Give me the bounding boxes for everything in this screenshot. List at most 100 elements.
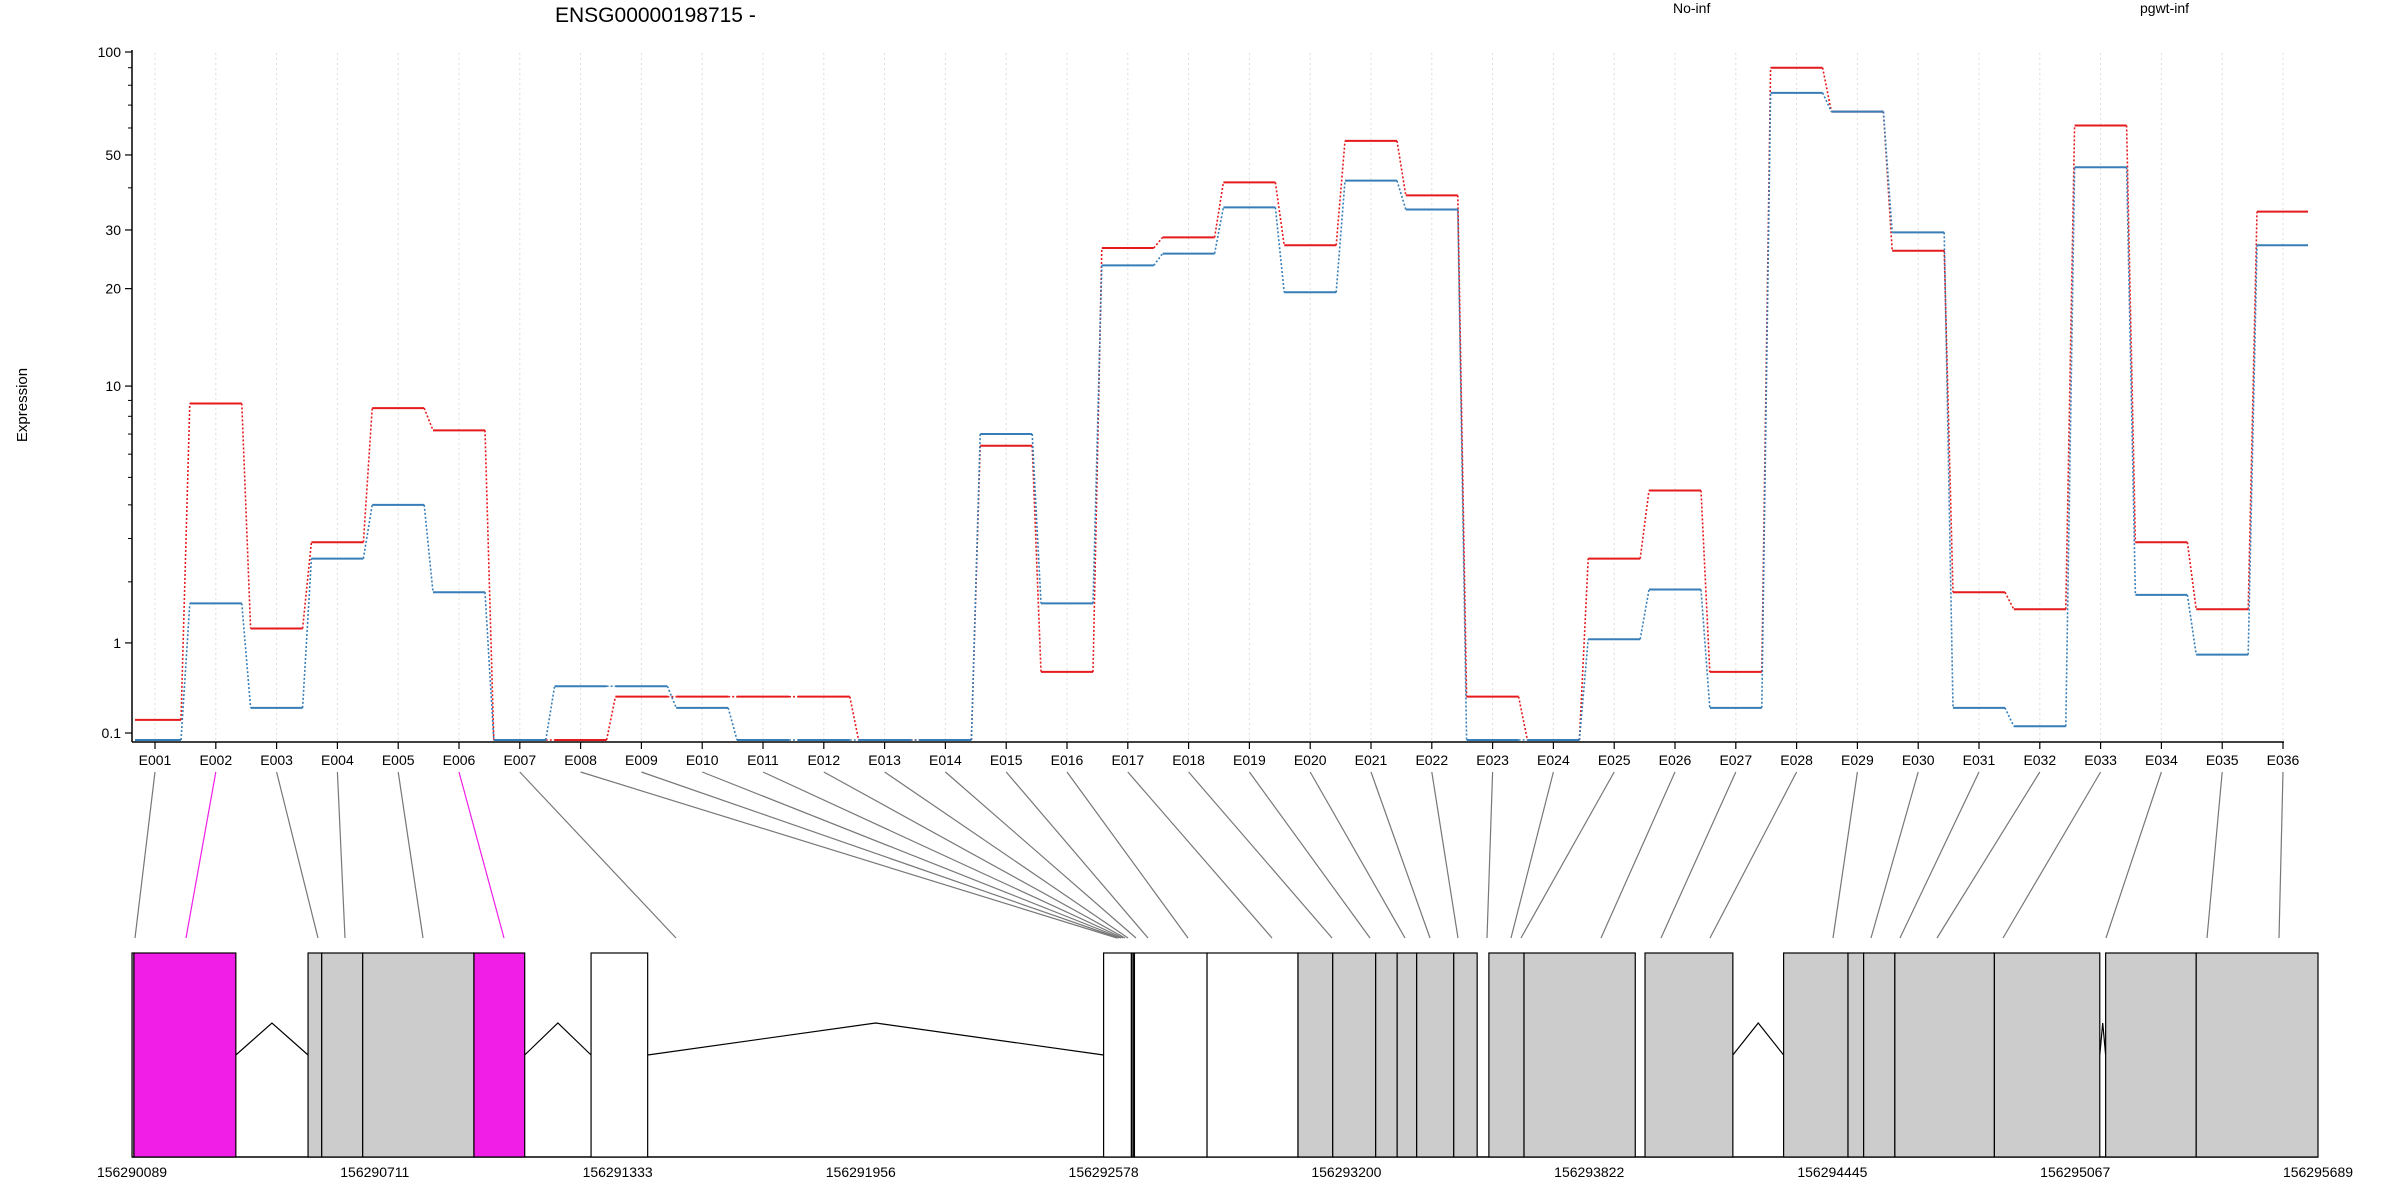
- x-tick-label: E025: [1598, 752, 1631, 768]
- exon-connector-line: [276, 771, 319, 939]
- exon-connector-line: [1899, 771, 1980, 939]
- series-connector: [1213, 207, 1225, 254]
- series-connector: [727, 707, 738, 741]
- y-tick-label: 0.1: [102, 725, 122, 741]
- x-tick-label: E017: [1111, 752, 1144, 768]
- series-connector: [1153, 236, 1164, 249]
- x-tick-label: E033: [2084, 752, 2117, 768]
- intron-line: [524, 1022, 592, 1056]
- series-connector: [2004, 591, 2015, 610]
- exon-connector-line: [1936, 771, 2041, 939]
- exon-block: [1783, 952, 1849, 1158]
- intron-line: [647, 1022, 1104, 1056]
- series-connector: [1274, 182, 1285, 246]
- exon-connector-line: [134, 771, 156, 939]
- exon-block: [1416, 952, 1455, 1158]
- exon-block: [1396, 952, 1418, 1158]
- exon-block: [1206, 952, 1299, 1158]
- series-connector: [1517, 696, 1529, 741]
- intron-line: [1732, 1022, 1785, 1056]
- series-connector: [2186, 594, 2197, 655]
- x-tick-label: E031: [1963, 752, 1996, 768]
- exon-block: [1102, 952, 1132, 1158]
- exon-connector-line: [1309, 771, 1406, 939]
- series-connector: [180, 603, 191, 741]
- exon-connector-line: [336, 771, 346, 939]
- series-connector: [849, 696, 860, 741]
- series-connector: [301, 542, 313, 629]
- series-connector: [484, 430, 495, 741]
- exon-connector-line: [1248, 771, 1371, 939]
- x-tick-label: E011: [747, 752, 779, 768]
- coordinate-label: 156291956: [826, 1164, 896, 1180]
- exon-block: [1523, 952, 1636, 1158]
- exon-connector-line: [519, 771, 677, 939]
- exon-connector-line: [1520, 771, 1615, 939]
- series-connector: [1700, 490, 1711, 672]
- exon-block: [473, 952, 526, 1158]
- series-connector: [1335, 180, 1346, 293]
- x-tick-label: E036: [2267, 752, 2300, 768]
- coordinate-label: 156294445: [1797, 1164, 1867, 1180]
- x-tick-label: E032: [2023, 752, 2056, 768]
- exon-block: [1297, 952, 1334, 1158]
- x-tick-label: E007: [503, 752, 536, 768]
- series-connector: [241, 603, 252, 708]
- exon-connector-line: [1370, 771, 1431, 939]
- exon-connector-line: [1600, 771, 1676, 939]
- series-connector: [1092, 265, 1103, 604]
- y-tick-label: 50: [105, 147, 121, 163]
- series-connector: [2004, 707, 2015, 727]
- y-tick-label: 1: [113, 635, 121, 651]
- x-tick-label: E010: [686, 752, 719, 768]
- exon-connector-line: [884, 771, 1129, 939]
- x-tick-label: E016: [1051, 752, 1084, 768]
- x-tick-label: E024: [1537, 752, 1570, 768]
- series-connector: [1639, 589, 1650, 640]
- exon-block: [1847, 952, 1865, 1158]
- coordinate-label: 156291333: [583, 1164, 653, 1180]
- exon-connectors: [134, 771, 2284, 939]
- intron-line: [2099, 1022, 2107, 1056]
- y-tick-label: 10: [105, 378, 121, 394]
- exon-connector-line: [1431, 771, 1459, 939]
- series-connector: [1092, 247, 1103, 672]
- series-connector: [1457, 209, 1468, 741]
- exon-connector-line: [1832, 771, 1858, 939]
- x-tick-label: E004: [321, 752, 354, 768]
- x-tick-label: E014: [929, 752, 962, 768]
- legend-no-inf: No-inf: [1673, 0, 1710, 16]
- exon-block: [2105, 952, 2197, 1158]
- series-connector: [1700, 589, 1711, 708]
- coordinate-label: 156295067: [2040, 1164, 2110, 1180]
- exon-connector-line: [580, 771, 1118, 939]
- series-connector: [1821, 67, 1833, 112]
- x-tick-label: E023: [1476, 752, 1509, 768]
- exon-block: [2195, 952, 2319, 1158]
- series-connector: [1153, 253, 1164, 266]
- coordinate-label: 156292578: [1069, 1164, 1139, 1180]
- exon-block: [1863, 952, 1896, 1158]
- x-tick-label: E018: [1172, 752, 1205, 768]
- series-connector: [1335, 140, 1346, 246]
- x-tick-label: E019: [1233, 752, 1266, 768]
- series-connector: [362, 504, 373, 559]
- series-connector: [1578, 558, 1589, 741]
- series-connector: [970, 434, 981, 741]
- exon-connector-line: [2002, 771, 2102, 939]
- exon-block: [362, 952, 475, 1158]
- exon-block: [1332, 952, 1377, 1158]
- series-connector: [1578, 639, 1589, 741]
- exon-connector-line: [458, 771, 505, 939]
- series-connector: [1031, 434, 1042, 604]
- x-tick-label: E002: [199, 752, 232, 768]
- exon-connector-line: [1127, 771, 1273, 939]
- series-connector: [1639, 490, 1650, 559]
- exon-connector-line: [1005, 771, 1149, 939]
- coordinate-label: 156293200: [1311, 1164, 1381, 1180]
- coordinate-label: 156290089: [97, 1164, 167, 1180]
- x-tick-label: E001: [139, 752, 172, 768]
- x-tick-label: E026: [1659, 752, 1692, 768]
- exon-connector-line: [1709, 771, 1798, 939]
- y-axis-label: Expression: [14, 368, 31, 442]
